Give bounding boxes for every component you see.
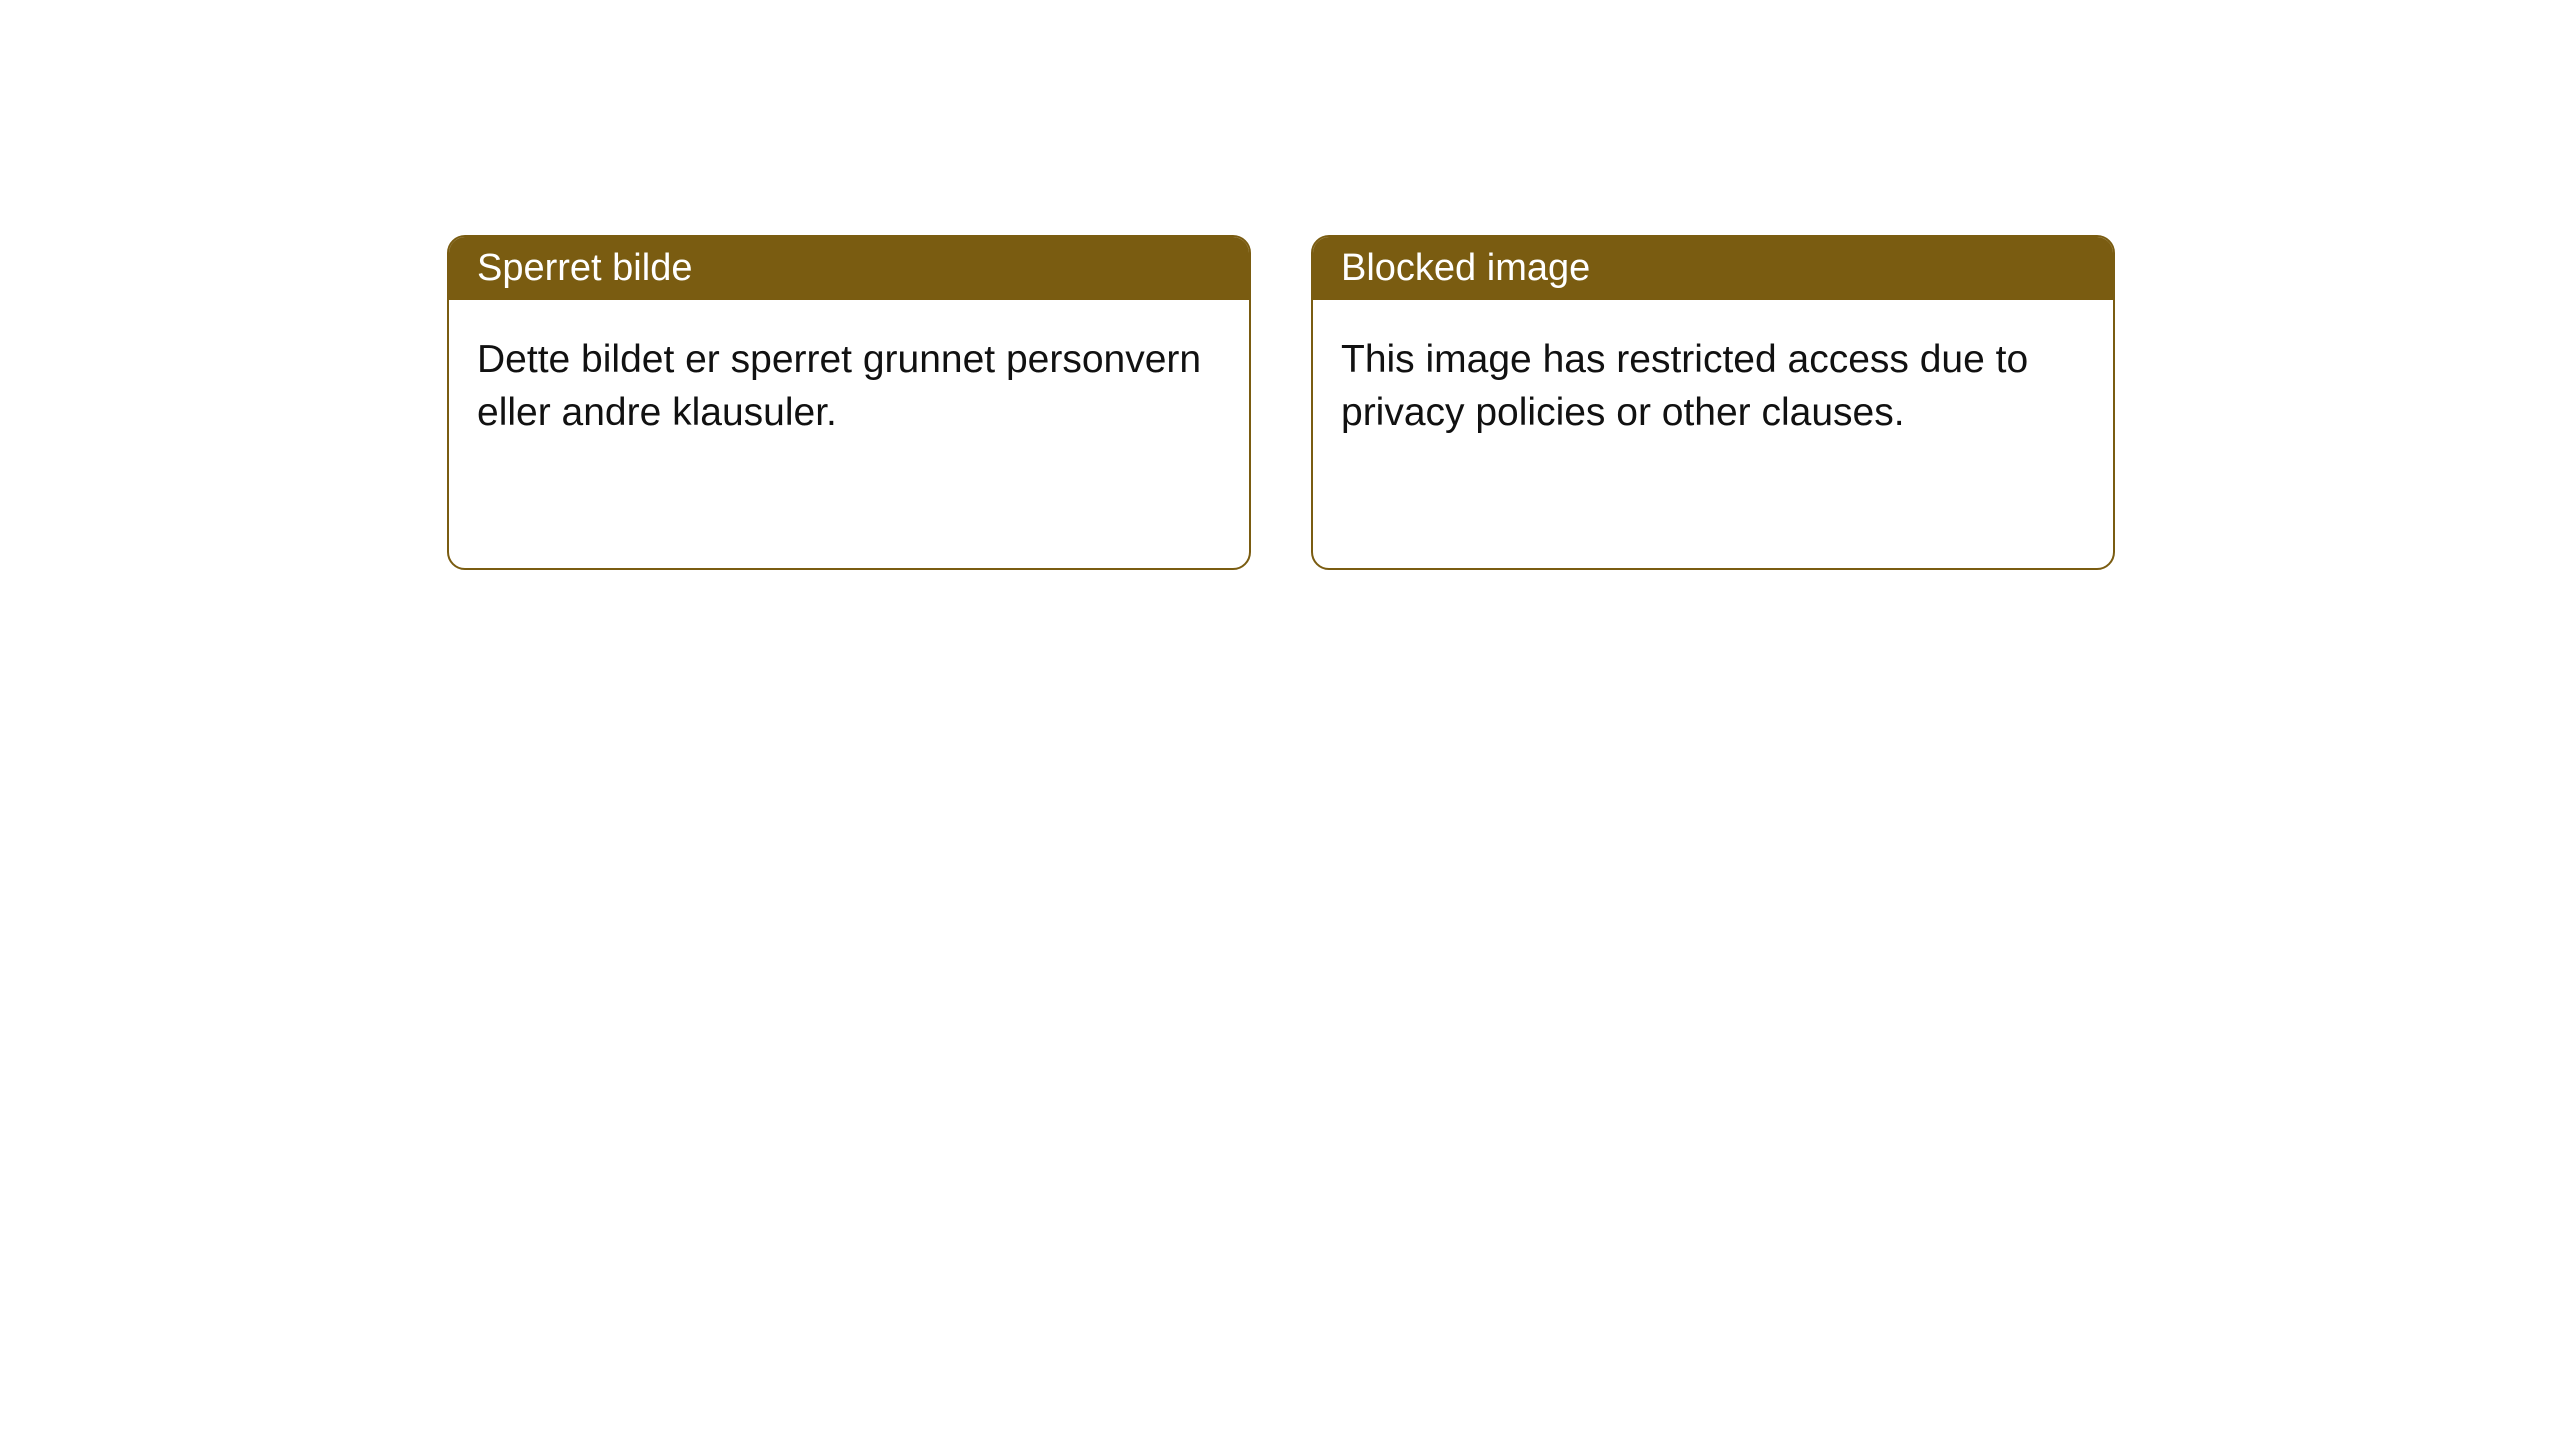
notice-title-norwegian: Sperret bilde [477,247,692,289]
notice-header-norwegian: Sperret bilde [449,237,1249,300]
notice-card-english: Blocked image This image has restricted … [1311,235,2115,570]
notice-header-english: Blocked image [1313,237,2113,300]
notice-message-english: This image has restricted access due to … [1341,338,2028,434]
notice-body-norwegian: Dette bildet er sperret grunnet personve… [449,300,1249,473]
notice-body-english: This image has restricted access due to … [1313,300,2113,473]
notice-title-english: Blocked image [1341,247,1590,289]
notice-card-norwegian: Sperret bilde Dette bildet er sperret gr… [447,235,1251,570]
notice-message-norwegian: Dette bildet er sperret grunnet personve… [477,338,1201,434]
notice-container: Sperret bilde Dette bildet er sperret gr… [447,235,2115,570]
